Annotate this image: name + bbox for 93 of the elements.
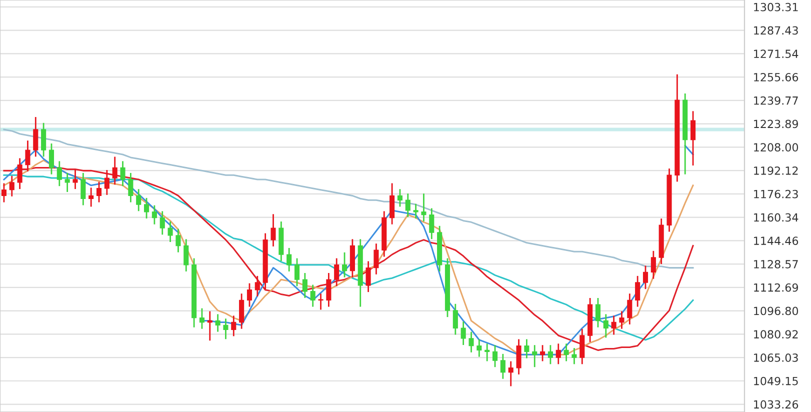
- candlestick: [207, 311, 212, 341]
- candlestick: [9, 176, 14, 196]
- candlestick: [413, 204, 418, 218]
- candlestick: [627, 294, 632, 324]
- candlestick: [476, 339, 482, 357]
- y-tick-label: 1096.80: [754, 306, 798, 316]
- candlestick: [650, 250, 656, 279]
- candlestick: [524, 339, 530, 358]
- candlestick: [540, 345, 546, 362]
- candlestick: [366, 261, 371, 292]
- candlestick: [580, 328, 585, 364]
- candlestick: [642, 266, 648, 290]
- candlestick: [199, 308, 204, 329]
- candlestick: [611, 316, 616, 335]
- y-tick-label: 1065.03: [754, 353, 798, 362]
- candlestick: [635, 276, 640, 307]
- y-tick-label: 1033.26: [754, 400, 798, 409]
- y-tick-label: 1192.12: [754, 166, 798, 175]
- candlestick: [516, 339, 522, 374]
- candlestick: [254, 276, 260, 296]
- candlestick: [128, 172, 134, 202]
- candlestick: [572, 348, 577, 364]
- candlestick: [374, 244, 379, 274]
- candlestick: [25, 140, 30, 172]
- candlestick: [56, 161, 62, 186]
- candlestick: [48, 144, 54, 174]
- y-tick-label: 1239.77: [754, 96, 798, 105]
- candlestick: [80, 172, 86, 206]
- candlestick: [390, 183, 395, 224]
- candlestick: [1, 183, 6, 202]
- candlestick: [160, 211, 165, 235]
- y-tick-label: 1271.54: [754, 50, 798, 58]
- candlestick: [690, 111, 696, 166]
- candlestick: [429, 208, 434, 240]
- candlestick: [286, 248, 292, 272]
- candlestick: [152, 205, 157, 224]
- candlestick: [500, 354, 506, 379]
- y-tick-label: 1112.69: [754, 283, 798, 292]
- candlestick: [342, 252, 348, 278]
- y-tick-label: 1223.89: [754, 120, 798, 128]
- candlestick: [452, 304, 458, 335]
- candlestick: [270, 214, 276, 246]
- candlestick: [96, 182, 102, 202]
- candlestick: [318, 294, 324, 310]
- y-tick-label: 1176.23: [754, 190, 798, 198]
- candlestick: [334, 258, 340, 286]
- candlestick: [619, 311, 624, 329]
- candlestick: [532, 345, 538, 368]
- y-tick-label: 1144.46: [754, 236, 798, 246]
- candlestick: [88, 188, 94, 207]
- candlestick: [492, 345, 498, 368]
- candlestick: [136, 189, 142, 212]
- candlestick: [120, 161, 126, 186]
- candlestick: [17, 158, 22, 190]
- candlestick: [421, 194, 426, 222]
- candlestick: [246, 283, 252, 307]
- candlestick: [508, 361, 514, 386]
- y-tick-label: 1303.31: [754, 2, 798, 12]
- candlestick: [603, 314, 608, 338]
- y-tick-label: 1128.57: [754, 260, 798, 268]
- candlestick: [231, 316, 236, 336]
- candlestick: [556, 344, 561, 364]
- y-tick-label: 1255.66: [754, 72, 798, 82]
- candlestick: [484, 344, 490, 362]
- candlestick: [144, 198, 150, 218]
- candlestick: [310, 284, 316, 307]
- candlestick: [326, 272, 332, 307]
- candlestick: [168, 221, 173, 242]
- candlestick: [239, 294, 244, 329]
- candlestick: [72, 170, 78, 190]
- candlestick: [41, 122, 46, 157]
- candlestick: [112, 156, 118, 185]
- candlestick: [548, 345, 553, 364]
- y-tick-label: 1160.34: [754, 213, 798, 222]
- y-tick-label: 1049.15: [754, 376, 798, 386]
- candlestick: [104, 170, 110, 195]
- y-tick-label: 1080.92: [754, 330, 798, 339]
- candlestick: [184, 239, 189, 272]
- candlestick: [176, 228, 181, 252]
- y-tick-label: 1287.43: [754, 26, 798, 35]
- candlestick: [595, 298, 601, 328]
- candlestick: [405, 194, 410, 217]
- candlestick: [460, 322, 466, 346]
- y-tick-label: 1208.00: [754, 143, 798, 152]
- candlestick: [468, 332, 474, 352]
- candlestick: [302, 272, 308, 298]
- candlestick: [215, 314, 220, 332]
- candlestick: [33, 117, 38, 157]
- candlestick: [223, 318, 228, 340]
- candlestick: [64, 172, 70, 192]
- candlestick: [397, 189, 402, 207]
- candlestick: [294, 258, 300, 286]
- candlestick: [564, 344, 569, 362]
